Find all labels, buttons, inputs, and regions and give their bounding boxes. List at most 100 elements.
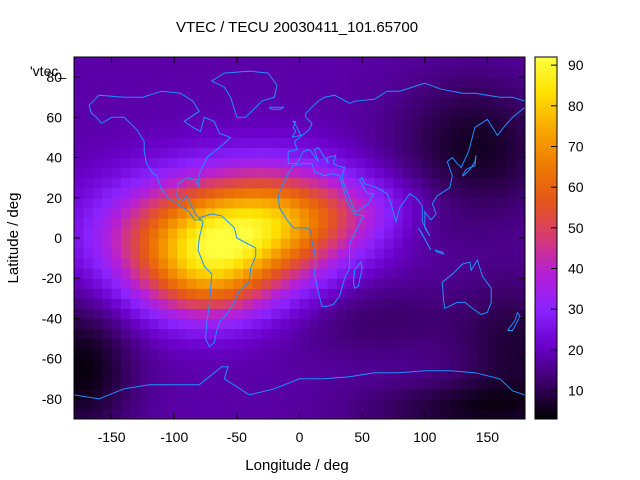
heatmap-cell	[412, 318, 423, 330]
heatmap-cell	[139, 167, 150, 179]
heatmap-cell	[487, 388, 498, 400]
heatmap-cell	[355, 358, 366, 370]
heatmap-cell	[214, 268, 225, 279]
heatmap-cell	[224, 177, 235, 189]
heatmap-cell	[149, 368, 160, 380]
heatmap-cell	[280, 137, 291, 149]
heatmap-cell	[468, 77, 479, 88]
heatmap-cell	[243, 308, 254, 320]
colorbar-tick-label: 60	[568, 179, 584, 195]
heatmap-cell	[252, 268, 263, 279]
heatmap-cell	[196, 408, 207, 419]
heatmap-cell	[440, 67, 451, 78]
heatmap-cell	[299, 298, 310, 309]
heatmap-cell	[393, 157, 404, 169]
heatmap-cell	[83, 217, 94, 229]
heatmap-cell	[102, 258, 113, 269]
heatmap-cell	[167, 167, 178, 179]
heatmap-cell	[506, 338, 517, 350]
heatmap-cell	[261, 197, 272, 209]
heatmap-cell	[299, 358, 310, 370]
heatmap-cell	[412, 107, 423, 118]
heatmap-cell	[177, 318, 188, 330]
heatmap-cell	[449, 398, 460, 410]
heatmap-cell	[365, 157, 376, 169]
heatmap-cell	[252, 288, 263, 299]
heatmap-cell	[346, 157, 357, 169]
heatmap-cell	[290, 388, 301, 400]
heatmap-cell	[261, 238, 272, 249]
heatmap-cell	[374, 248, 385, 259]
heatmap-cell	[337, 87, 348, 98]
heatmap-cell	[280, 167, 291, 179]
heatmap-cell	[496, 338, 507, 350]
heatmap-cell	[487, 57, 498, 68]
heatmap-cell	[158, 378, 169, 390]
heatmap-cell	[186, 87, 197, 98]
heatmap-cell	[327, 328, 338, 340]
heatmap-cell	[299, 368, 310, 380]
heatmap-cell	[233, 147, 244, 159]
heatmap-cell	[205, 217, 216, 229]
heatmap-cell	[186, 278, 197, 289]
heatmap-cell	[74, 408, 84, 419]
heatmap-cell	[468, 278, 479, 289]
heatmap-cell	[196, 388, 207, 400]
heatmap-cell	[205, 248, 216, 259]
heatmap-cell	[346, 288, 357, 299]
heatmap-cell	[243, 57, 254, 68]
heatmap-cell	[440, 217, 451, 229]
heatmap-cell	[233, 187, 244, 199]
heatmap-cell	[308, 137, 319, 149]
heatmap-cell	[130, 147, 141, 159]
heatmap-cell	[468, 328, 479, 340]
heatmap-cell	[355, 398, 366, 410]
heatmap-cell	[468, 57, 479, 68]
heatmap-cell	[431, 127, 442, 139]
heatmap-cell	[374, 107, 385, 118]
heatmap-cell	[130, 227, 141, 239]
heatmap-cell	[393, 107, 404, 118]
heatmap-cell	[449, 197, 460, 209]
heatmap-cell	[261, 398, 272, 410]
heatmap-cell	[478, 67, 489, 78]
heatmap-cell	[261, 137, 272, 149]
heatmap-cell	[224, 147, 235, 159]
heatmap-cell	[449, 318, 460, 330]
heatmap-cell	[355, 328, 366, 340]
heatmap-cell	[139, 358, 150, 370]
heatmap-cell	[252, 157, 263, 169]
heatmap-cell	[214, 167, 225, 179]
heatmap-cell	[374, 348, 385, 360]
heatmap-cell	[440, 368, 451, 380]
heatmap-cell	[402, 207, 413, 219]
heatmap-cell	[261, 107, 272, 118]
heatmap-cell	[149, 298, 160, 309]
y-tick-label: -60	[42, 351, 62, 367]
heatmap-cell	[449, 127, 460, 139]
heatmap-cell	[468, 338, 479, 350]
heatmap-cell	[440, 288, 451, 299]
heatmap-cell	[459, 328, 470, 340]
heatmap-cell	[506, 127, 517, 139]
heatmap-cell	[130, 328, 141, 340]
heatmap-cell	[384, 167, 395, 179]
heatmap-cell	[214, 67, 225, 78]
heatmap-cell	[252, 258, 263, 269]
heatmap-cell	[111, 298, 122, 309]
heatmap-cell	[346, 187, 357, 199]
heatmap-cell	[130, 238, 141, 249]
heatmap-cell	[384, 318, 395, 330]
heatmap-cell	[196, 298, 207, 309]
heatmap-cell	[515, 57, 525, 68]
heatmap-cell	[431, 147, 442, 159]
heatmap-cell	[487, 167, 498, 179]
heatmap-cell	[478, 258, 489, 269]
heatmap-cell	[318, 248, 329, 259]
heatmap-cell	[374, 408, 385, 419]
heatmap-cell	[139, 217, 150, 229]
heatmap-cell	[74, 248, 84, 259]
heatmap-cell	[459, 298, 470, 309]
heatmap-cell	[374, 187, 385, 199]
heatmap-cell	[308, 398, 319, 410]
